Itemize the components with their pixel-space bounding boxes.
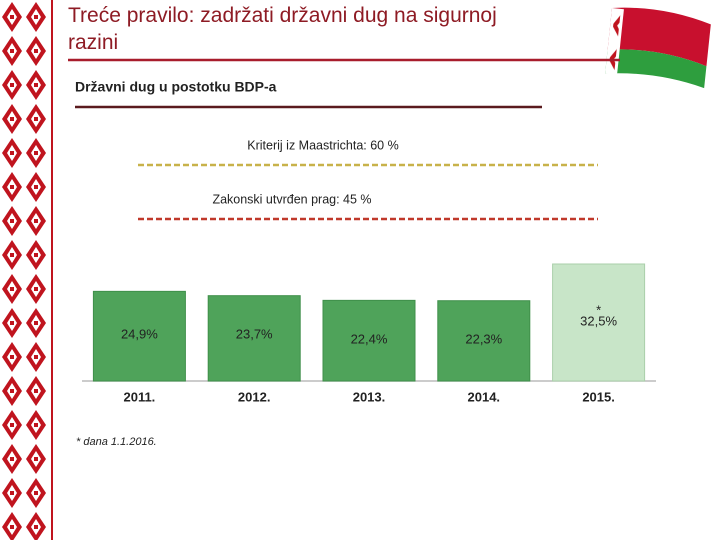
bar xyxy=(207,295,301,382)
bar xyxy=(552,263,646,382)
value-label: 22,4% xyxy=(351,331,388,346)
bar xyxy=(322,299,416,382)
reference-label: Kriterij iz Maastrichta: 60 % xyxy=(247,138,398,152)
chart-title: Državni dug u postotku BDP-a xyxy=(75,79,277,95)
bar xyxy=(437,300,531,382)
slide-title: Treće pravilo: zadržati državni dug na s… xyxy=(68,4,497,54)
value-label: 23,7% xyxy=(236,326,273,341)
bar xyxy=(92,290,186,382)
x-tick-label: 2014. xyxy=(468,389,501,404)
ornament-border xyxy=(2,0,50,540)
footnote: * dana 1.1.2016. xyxy=(76,436,157,448)
value-label: 22,3% xyxy=(465,331,502,346)
value-label: 24,9% xyxy=(121,326,158,341)
value-label: 32,5% xyxy=(580,313,617,328)
x-tick-label: 2013. xyxy=(353,389,386,404)
reference-label: Zakonski utvrđen prag: 45 % xyxy=(212,192,371,206)
x-tick-label: 2015. xyxy=(582,389,615,404)
x-tick-label: 2011. xyxy=(123,389,155,404)
flag xyxy=(605,7,711,89)
footnote-marker: * xyxy=(596,302,601,317)
x-tick-label: 2012. xyxy=(238,389,271,404)
